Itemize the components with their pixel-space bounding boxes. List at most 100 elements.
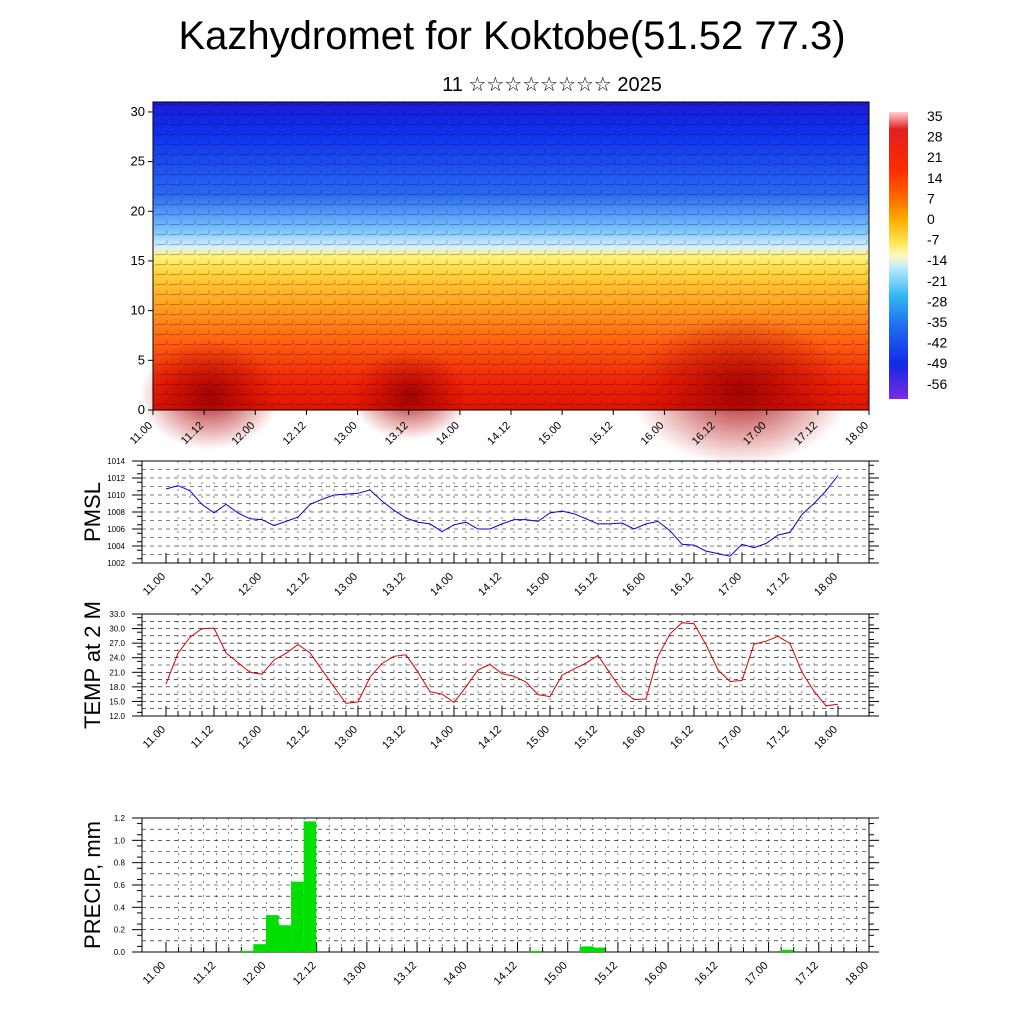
colorbar-label: -49 xyxy=(927,355,947,371)
x-tick-label: 15.12 xyxy=(572,571,600,599)
y-tick-label: 1002 xyxy=(107,559,125,568)
x-tick-label: 15.00 xyxy=(536,420,564,448)
colorbar: 35 28 21 14 7 0 -7 -14 -21 -28 -35 -42 -49 -56 xyxy=(889,108,947,399)
y-tick-label: 1004 xyxy=(107,542,125,551)
precip-bar xyxy=(579,946,593,952)
colorbar-label: 14 xyxy=(927,170,943,186)
x-tick-label: 11.12 xyxy=(189,724,216,751)
colorbar-label: -14 xyxy=(927,252,947,268)
x-tick-label: 11.12 xyxy=(189,571,216,598)
precip-bar xyxy=(529,950,543,952)
x-tick-label: 12.00 xyxy=(241,960,269,988)
x-tick-label: 13.12 xyxy=(380,571,408,599)
y-tick-label: 30.0 xyxy=(109,625,125,634)
y-tick-label: 0.2 xyxy=(114,926,126,935)
x-tick-label: 13.00 xyxy=(341,960,369,988)
x-tick-label: 15.00 xyxy=(524,724,552,752)
y-tick-label: 0.6 xyxy=(114,881,126,890)
colorbar-label: -28 xyxy=(927,293,947,309)
heatmap-y-axis: 0 5 10 15 20 25 30 xyxy=(131,104,153,417)
y-tick-label: 1010 xyxy=(107,491,125,500)
y-tick-label: 33.0 xyxy=(109,610,125,619)
y-axis-title: PMSL xyxy=(80,482,105,542)
x-tick-label: 13.12 xyxy=(380,724,408,752)
x-tick-label: 15.00 xyxy=(542,960,570,988)
y-tick-label: 24.0 xyxy=(109,654,125,663)
series-line xyxy=(165,622,839,707)
x-tick-label: 16.00 xyxy=(642,960,670,988)
y-tick-label: 15.0 xyxy=(109,697,125,706)
precip-bar xyxy=(303,821,317,952)
y-tick-label: 18.0 xyxy=(109,683,125,692)
x-tick-label: 13.00 xyxy=(332,420,360,448)
x-tick-label: 18.00 xyxy=(812,724,840,752)
x-tick-label: 13.12 xyxy=(391,960,419,988)
precip-bar xyxy=(780,949,794,952)
precip-bar xyxy=(240,950,254,952)
x-tick-label: 16.12 xyxy=(668,571,696,599)
temp-panel: 12.0 15.0 18.0 21.0 24.0 27.0 30.0 33.0 11.00 11.… xyxy=(80,601,879,752)
x-tick-label: 18.00 xyxy=(843,420,871,448)
series-line xyxy=(165,475,839,557)
y-tick-label: 0 xyxy=(138,402,145,417)
y-axis-title: TEMP at 2 M xyxy=(80,601,105,729)
x-tick-label: 16.12 xyxy=(668,724,696,752)
y-tick-label: 12.0 xyxy=(109,712,125,721)
y-tick-label: 1012 xyxy=(107,474,125,483)
y-tick-label: 27.0 xyxy=(109,639,125,648)
x-tick-label: 17.00 xyxy=(743,960,771,988)
x-tick-label: 12.12 xyxy=(281,420,309,448)
x-tick-label: 17.12 xyxy=(793,960,821,988)
x-tick-label: 14.12 xyxy=(476,724,504,752)
y-tick-label: 1008 xyxy=(107,508,125,517)
x-tick-label: 13.00 xyxy=(332,571,360,599)
colorbar-labels: 35 28 21 14 7 0 -7 -14 -21 -28 -35 -42 -49 -56 xyxy=(927,108,947,392)
y-tick-label: 20 xyxy=(131,203,145,218)
wind-barbs xyxy=(153,102,869,410)
colorbar-label: -56 xyxy=(927,376,947,392)
x-tick-label: 18.00 xyxy=(843,960,871,988)
precip-bar xyxy=(291,881,304,952)
y-tick-label: 0.0 xyxy=(114,948,126,957)
x-tick-label: 15.00 xyxy=(524,571,552,599)
colorbar-label: 28 xyxy=(927,129,943,145)
x-tick-label: 12.12 xyxy=(284,724,312,752)
x-tick-label: 14.00 xyxy=(428,571,456,599)
x-tick-label: 17.12 xyxy=(764,571,792,599)
colorbar-label: 7 xyxy=(927,190,935,206)
x-tick-label: 17.12 xyxy=(764,724,792,752)
x-tick-label: 12.12 xyxy=(284,571,312,599)
x-tick-label: 14.12 xyxy=(485,420,513,448)
precip-bar xyxy=(253,944,266,952)
x-tick-label: 11.00 xyxy=(141,960,168,987)
y-tick-label: 21.0 xyxy=(109,668,125,677)
x-tick-label: 12.00 xyxy=(236,571,264,599)
x-tick-label: 11.12 xyxy=(191,960,218,987)
x-tick-label: 17.00 xyxy=(716,724,744,752)
x-tick-label: 14.00 xyxy=(428,724,456,752)
y-tick-label: 0.4 xyxy=(114,903,126,912)
precip-bar xyxy=(265,915,279,952)
y-tick-label: 1.2 xyxy=(114,814,126,823)
x-tick-label: 11.00 xyxy=(141,724,168,751)
colorbar-label: -7 xyxy=(927,232,940,248)
x-tick-label: 12.00 xyxy=(236,724,264,752)
x-tick-label: 15.12 xyxy=(587,420,615,448)
colorbar-label: -35 xyxy=(927,314,947,330)
y-tick-label: 15 xyxy=(131,253,145,268)
x-tick-label: 13.00 xyxy=(332,724,360,752)
chart-subtitle: 11 ☆☆☆☆☆☆☆☆ 2025 xyxy=(442,74,662,96)
chart-title: Kazhydromet for Koktobe(51.52 77.3) xyxy=(178,14,846,58)
colorbar-label: 35 xyxy=(927,108,943,124)
x-tick-label: 16.00 xyxy=(620,724,648,752)
x-tick-label: 14.12 xyxy=(476,571,504,599)
x-tick-label: 15.12 xyxy=(572,724,600,752)
precip-panel: 0.0 0.2 0.4 0.6 0.8 1.0 1.2 11.00 11.12 12.00 12.1… xyxy=(80,814,879,988)
y-tick-label: 30 xyxy=(131,104,145,119)
x-tick-label: 11.00 xyxy=(141,571,168,598)
y-tick-label: 1006 xyxy=(107,525,125,534)
x-tick-label: 17.00 xyxy=(716,571,744,599)
colorbar-label: 0 xyxy=(927,211,935,227)
